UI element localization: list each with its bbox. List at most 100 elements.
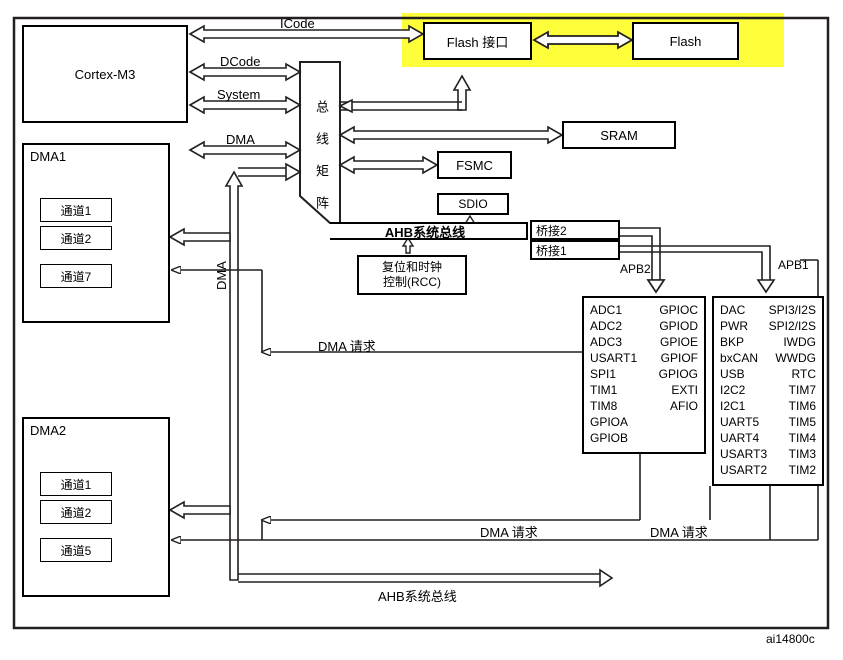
block-sram: SRAM [562,121,676,149]
apb1-right-item-6: TIM7 [769,382,816,398]
dma2-to-trunk [170,502,230,518]
apb1-right-item-8: TIM5 [769,414,816,430]
apb2-left-item-1: ADC2 [590,318,637,334]
label-dma-text: DMA [226,132,255,147]
block-rcc: 复位和时钟 控制(RCC) [357,255,467,295]
apb1-left-item-8: UART4 [720,430,767,446]
apb1-right-item-0: SPI3/I2S [769,302,816,318]
rcc-label-2: 控制(RCC) [383,275,441,290]
apb2-left-item-5: TIM1 [590,382,637,398]
apb2-left-item-6: TIM8 [590,398,637,414]
apb2-left-item-4: SPI1 [590,366,637,382]
label-dma-side: DMA [214,261,229,290]
block-flash-if: Flash 接口 [423,22,532,60]
apb2-left-item-8: GPIOB [590,430,637,446]
cortex-label: Cortex-M3 [75,67,136,82]
bus-matrix-label-text: 总 线 矩 阵 [314,100,329,211]
dma1-ch1: 通道1 [40,198,112,222]
apb2-left-item-2: ADC3 [590,334,637,350]
dma1-ch2-label: 通道2 [61,230,92,247]
apb1-right-item-10: TIM3 [769,446,816,462]
label-dcode-text: DCode [220,54,260,69]
apb2-left-item-7: GPIOA [590,414,637,430]
dma2-ch5-label: 通道5 [61,542,92,559]
dma1-ch7-label: 通道7 [61,268,92,285]
apb1-right-item-7: TIM6 [769,398,816,414]
arrow-matrix-flashif [454,76,470,110]
label-icode: ICode [280,16,315,31]
apb1-right-item-3: WWDG [769,350,816,366]
apb1-left-item-1: PWR [720,318,767,334]
dma1-ch1-label: 通道1 [61,202,92,219]
apb1-left-item-2: BKP [720,334,767,350]
sram-label: SRAM [600,128,638,143]
flash-label: Flash [670,34,702,49]
block-flash: Flash [632,22,739,60]
block-bridge-1: 桥接1 [530,240,620,260]
label-dma-req-1: DMA 请求 [318,336,376,355]
apb1-left-item-3: bxCAN [720,350,767,366]
apb2-right-item-5: EXTI [659,382,698,398]
apb1-right-item-5: RTC [769,366,816,382]
dma2-ch2-label: 通道2 [61,504,92,521]
dma1-ch2: 通道2 [40,226,112,250]
dma2-ch1-label: 通道1 [61,476,92,493]
label-apb2-text: APB2 [620,262,651,276]
label-apb2: APB2 [620,262,651,276]
dma1-to-trunk [170,229,230,245]
fsmc-label: FSMC [456,158,493,173]
block-sdio: SDIO [437,193,509,215]
label-icode-text: ICode [280,16,315,31]
bus-arrow-fsmc [340,157,437,173]
apb1-right-item-9: TIM4 [769,430,816,446]
ahb-label: AHB系统总线 [385,222,465,241]
sdio-label: SDIO [458,197,487,211]
label-dma-req-3: DMA 请求 [650,522,708,541]
dma1-ch7: 通道7 [40,264,112,288]
apb2-left-item-3: USART1 [590,350,637,366]
label-system: System [217,87,260,102]
block-fsmc: FSMC [437,151,512,179]
bus-arrow-sram [340,127,562,143]
apb1-left-item-7: UART5 [720,414,767,430]
apb2-peripheral-list: ADC1ADC2ADC3USART1SPI1TIM1TIM8GPIOAGPIOB… [582,296,706,454]
rcc-label-1: 复位和时钟 [382,260,442,275]
label-ahb-footer: AHB系统总线 [378,586,457,605]
bus-arrow-flash [534,32,632,48]
figure-id-text: ai14800c [766,632,815,646]
apb2-right-item-4: GPIOG [659,366,698,382]
apb2-right-item-3: GPIOF [659,350,698,366]
bridge1-label: 桥接1 [536,242,567,259]
apb2-right-item-2: GPIOE [659,334,698,350]
apb2-left-item-0: ADC1 [590,302,637,318]
apb1-peripheral-list: DACPWRBKPbxCANUSBI2C2I2C1UART5UART4USART… [712,296,824,486]
label-dcode: DCode [220,54,260,69]
ahb-bus-bar: AHB系统总线 [330,222,520,240]
flash-if-label: Flash 接口 [447,32,508,51]
apb1-left-item-4: USB [720,366,767,382]
dma2-ch5: 通道5 [40,538,112,562]
label-dma-req-2: DMA 请求 [480,522,538,541]
block-bridge-2: 桥接2 [530,220,620,240]
bridge2-label: 桥接2 [536,222,567,239]
apb1-right-item-1: SPI2/I2S [769,318,816,334]
dma1-label: DMA1 [30,149,66,164]
apb1-left-item-9: USART3 [720,446,767,462]
label-dma-req-1-text: DMA 请求 [318,339,376,354]
label-dma-req-2-text: DMA 请求 [480,525,538,540]
ahb-bus-cap [520,222,528,240]
label-system-text: System [217,87,260,102]
figure-id: ai14800c [766,632,815,646]
apb2-right-item-6: AFIO [659,398,698,414]
block-cortex-m3: Cortex-M3 [22,25,188,123]
label-ahb-footer-text: AHB系统总线 [378,589,457,604]
apb1-right-item-2: IWDG [769,334,816,350]
label-dma-req-3-text: DMA 请求 [650,525,708,540]
dma2-ch1: 通道1 [40,472,112,496]
label-dma-side-text: DMA [214,261,229,290]
label-apb1: APB1 [778,258,809,272]
apb2-right-item-0: GPIOC [659,302,698,318]
dma2-label: DMA2 [30,423,66,438]
apb1-left-item-6: I2C1 [720,398,767,414]
apb1-left-item-5: I2C2 [720,382,767,398]
